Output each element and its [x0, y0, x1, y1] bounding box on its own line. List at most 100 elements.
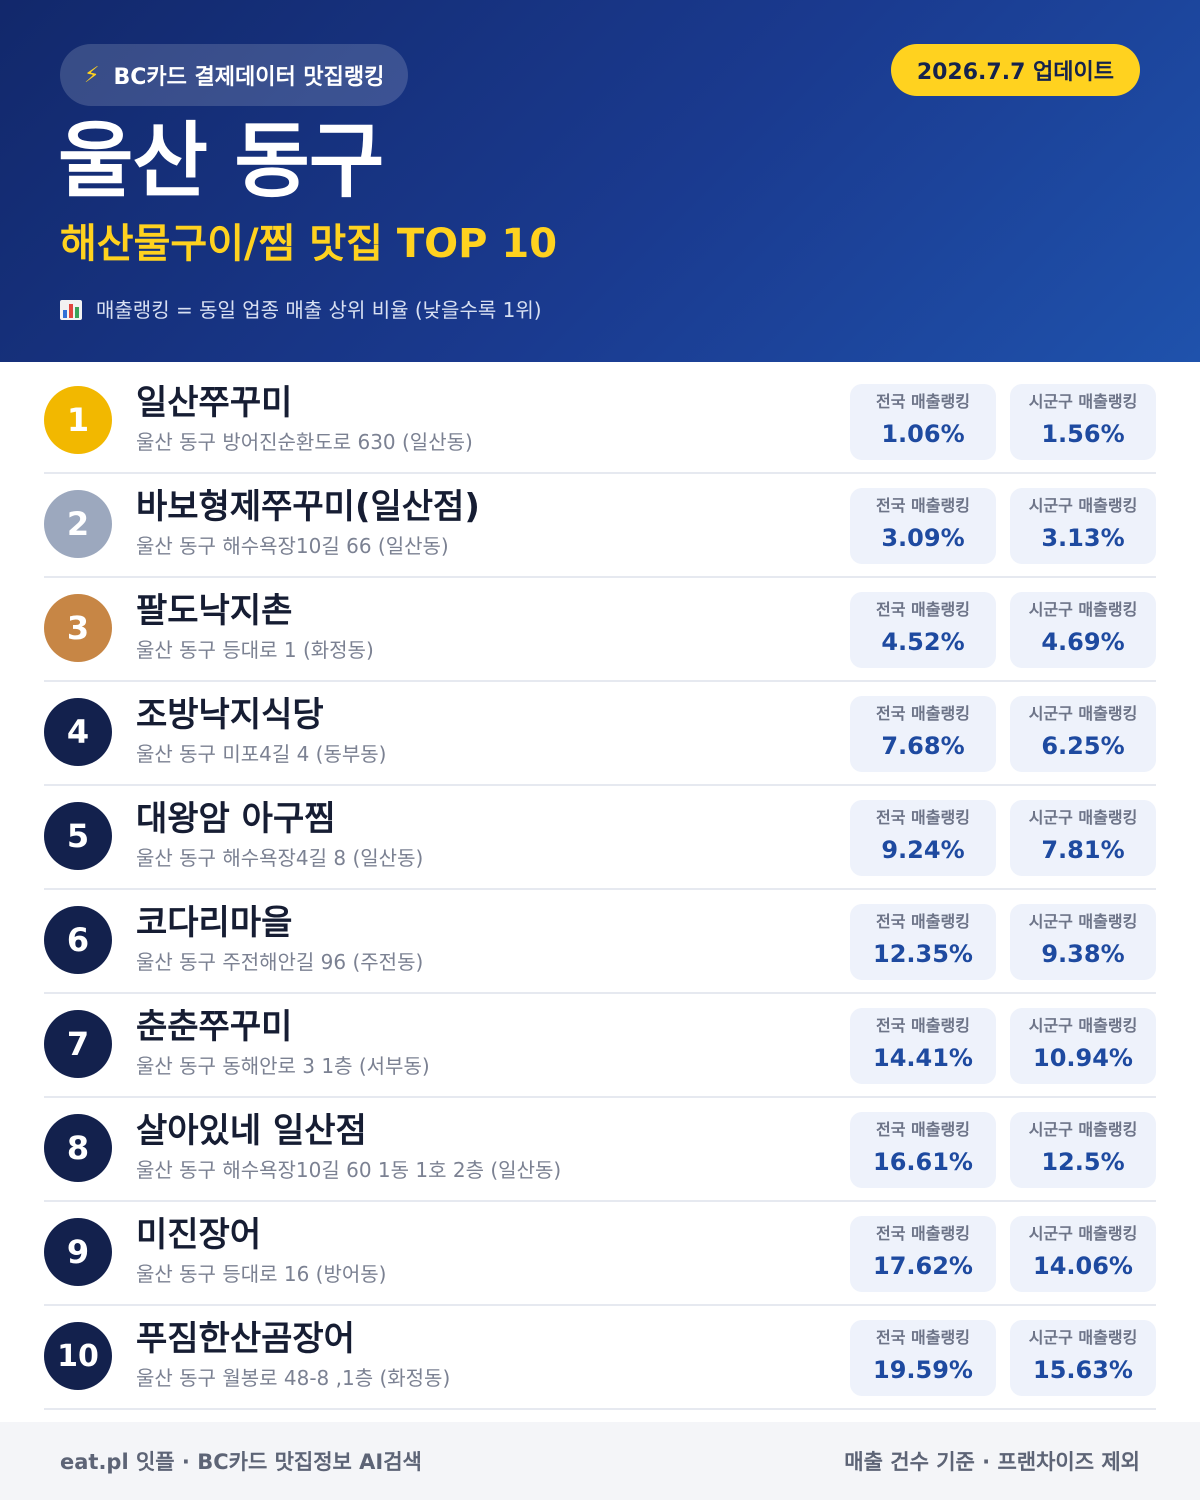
list-item[interactable]: 10 푸짐한산곰장어 울산 동구 월봉로 48-8 ,1층 (화정동) 전국 매… [44, 1306, 1156, 1410]
local-rank-label: 시군구 매출랭킹 [1028, 392, 1138, 411]
brand-badge: ⚡ BC카드 결제데이터 맛집랭킹 [60, 44, 409, 106]
national-rank-label: 전국 매출랭킹 [876, 704, 970, 723]
national-rank-value: 16.61% [873, 1148, 973, 1176]
list-item[interactable]: 6 코다리마을 울산 동구 주전해안길 96 (주전동) 전국 매출랭킹 12.… [44, 890, 1156, 994]
restaurant-name[interactable]: 코다리마을 [136, 903, 293, 943]
national-rank-value: 14.41% [873, 1044, 973, 1072]
rank-badge: 2 [44, 490, 112, 558]
list-item[interactable]: 1 일산쭈꾸미 울산 동구 방어진순환도로 630 (일산동) 전국 매출랭킹 … [44, 370, 1156, 474]
restaurant-name[interactable]: 대왕암 아구찜 [136, 799, 336, 839]
restaurant-address: 울산 동구 등대로 16 (방어동) [136, 1262, 387, 1286]
restaurant-name[interactable]: 미진장어 [136, 1215, 262, 1255]
list-item[interactable]: 5 대왕암 아구찜 울산 동구 해수욕장4길 8 (일산동) 전국 매출랭킹 9… [44, 786, 1156, 890]
national-rank-badge: 전국 매출랭킹 1.06% [850, 384, 996, 460]
local-rank-label: 시군구 매출랭킹 [1028, 1224, 1138, 1243]
local-rank-badge: 시군구 매출랭킹 7.81% [1010, 800, 1156, 876]
restaurant-name[interactable]: 살아있네 일산점 [136, 1111, 367, 1151]
national-rank-badge: 전국 매출랭킹 3.09% [850, 488, 996, 564]
national-rank-badge: 전국 매출랭킹 16.61% [850, 1112, 996, 1188]
local-rank-badge: 시군구 매출랭킹 9.38% [1010, 904, 1156, 980]
list-item[interactable]: 3 팔도낙지촌 울산 동구 등대로 1 (화정동) 전국 매출랭킹 4.52% … [44, 578, 1156, 682]
footer: eat.pl 잇플 · BC카드 맛집정보 AI검색 매출 건수 기준 · 프랜… [0, 1422, 1200, 1500]
bolt-icon: ⚡ [84, 62, 100, 88]
national-rank-label: 전국 매출랭킹 [876, 912, 970, 931]
local-rank-label: 시군구 매출랭킹 [1028, 1328, 1138, 1347]
restaurant-name[interactable]: 일산쭈꾸미 [136, 383, 293, 423]
list-item[interactable]: 8 살아있네 일산점 울산 동구 해수욕장10길 60 1동 1호 2층 (일산… [44, 1098, 1156, 1202]
national-rank-badge: 전국 매출랭킹 19.59% [850, 1320, 996, 1396]
national-rank-label: 전국 매출랭킹 [876, 600, 970, 619]
national-rank-badge: 전국 매출랭킹 12.35% [850, 904, 996, 980]
restaurant-address: 울산 동구 미포4길 4 (동부동) [136, 742, 387, 766]
local-rank-label: 시군구 매출랭킹 [1028, 912, 1138, 931]
ranking-note-text: 매출랭킹 = 동일 업종 매출 상위 비율 (낮을수록 1위) [96, 298, 542, 322]
rank-badge: 10 [44, 1322, 112, 1390]
local-rank-label: 시군구 매출랭킹 [1028, 1120, 1138, 1139]
rank-badge: 1 [44, 386, 112, 454]
local-rank-value: 3.13% [1041, 524, 1125, 552]
local-rank-value: 14.06% [1033, 1252, 1133, 1280]
update-badge: 2026.7.7 업데이트 [890, 44, 1140, 96]
local-rank-label: 시군구 매출랭킹 [1028, 600, 1138, 619]
national-rank-value: 3.09% [881, 524, 965, 552]
national-rank-badge: 전국 매출랭킹 14.41% [850, 1008, 996, 1084]
local-rank-badge: 시군구 매출랭킹 15.63% [1010, 1320, 1156, 1396]
rank-badge: 6 [44, 906, 112, 974]
restaurant-address: 울산 동구 해수욕장4길 8 (일산동) [136, 846, 424, 870]
local-rank-value: 12.5% [1041, 1148, 1125, 1176]
local-rank-badge: 시군구 매출랭킹 10.94% [1010, 1008, 1156, 1084]
ranking-note: 매출랭킹 = 동일 업종 매출 상위 비율 (낮을수록 1위) [60, 294, 542, 326]
national-rank-badge: 전국 매출랭킹 4.52% [850, 592, 996, 668]
list-item[interactable]: 9 미진장어 울산 동구 등대로 16 (방어동) 전국 매출랭킹 17.62%… [44, 1202, 1156, 1306]
national-rank-label: 전국 매출랭킹 [876, 808, 970, 827]
national-rank-label: 전국 매출랭킹 [876, 1120, 970, 1139]
national-rank-value: 17.62% [873, 1252, 973, 1280]
local-rank-label: 시군구 매출랭킹 [1028, 704, 1138, 723]
local-rank-value: 15.63% [1033, 1356, 1133, 1384]
category-title: 해산물구이/찜 맛집 TOP 10 [60, 221, 558, 267]
national-rank-label: 전국 매출랭킹 [876, 496, 970, 515]
local-rank-badge: 시군구 매출랭킹 14.06% [1010, 1216, 1156, 1292]
rank-badge: 3 [44, 594, 112, 662]
header-banner: ⚡ BC카드 결제데이터 맛집랭킹 2026.7.7 업데이트 울산 동구 해산… [0, 0, 1200, 362]
national-rank-value: 19.59% [873, 1356, 973, 1384]
page-title: 울산 동구 [58, 114, 384, 209]
national-rank-label: 전국 매출랭킹 [876, 1016, 970, 1035]
rank-badge: 8 [44, 1114, 112, 1182]
national-rank-value: 12.35% [873, 940, 973, 968]
brand-label: BC카드 결제데이터 맛집랭킹 [113, 65, 385, 90]
local-rank-badge: 시군구 매출랭킹 3.13% [1010, 488, 1156, 564]
rank-badge: 5 [44, 802, 112, 870]
list-item[interactable]: 7 춘춘쭈꾸미 울산 동구 동해안로 3 1층 (서부동) 전국 매출랭킹 14… [44, 994, 1156, 1098]
list-item[interactable]: 4 조방낙지식당 울산 동구 미포4길 4 (동부동) 전국 매출랭킹 7.68… [44, 682, 1156, 786]
national-rank-badge: 전국 매출랭킹 9.24% [850, 800, 996, 876]
restaurant-name[interactable]: 푸짐한산곰장어 [136, 1319, 355, 1359]
local-rank-label: 시군구 매출랭킹 [1028, 496, 1138, 515]
restaurant-address: 울산 동구 주전해안길 96 (주전동) [136, 950, 424, 974]
rank-badge: 9 [44, 1218, 112, 1286]
restaurant-name[interactable]: 팔도낙지촌 [136, 591, 293, 631]
rank-badge: 4 [44, 698, 112, 766]
local-rank-value: 9.38% [1041, 940, 1125, 968]
local-rank-badge: 시군구 매출랭킹 6.25% [1010, 696, 1156, 772]
local-rank-value: 10.94% [1033, 1044, 1133, 1072]
restaurant-address: 울산 동구 동해안로 3 1층 (서부동) [136, 1054, 430, 1078]
national-rank-label: 전국 매출랭킹 [876, 392, 970, 411]
local-rank-value: 6.25% [1041, 732, 1125, 760]
local-rank-value: 4.69% [1041, 628, 1125, 656]
restaurant-address: 울산 동구 해수욕장10길 60 1동 1호 2층 (일산동) [136, 1158, 562, 1182]
list-item[interactable]: 2 바보형제쭈꾸미(일산점) 울산 동구 해수욕장10길 66 (일산동) 전국… [44, 474, 1156, 578]
local-rank-value: 1.56% [1041, 420, 1125, 448]
restaurant-name[interactable]: 조방낙지식당 [136, 695, 324, 735]
footer-source[interactable]: eat.pl 잇플 · BC카드 맛집정보 AI검색 [60, 1450, 422, 1474]
national-rank-value: 9.24% [881, 836, 965, 864]
local-rank-badge: 시군구 매출랭킹 1.56% [1010, 384, 1156, 460]
national-rank-value: 7.68% [881, 732, 965, 760]
national-rank-label: 전국 매출랭킹 [876, 1224, 970, 1243]
restaurant-address: 울산 동구 방어진순환도로 630 (일산동) [136, 430, 473, 454]
national-rank-value: 4.52% [881, 628, 965, 656]
national-rank-label: 전국 매출랭킹 [876, 1328, 970, 1347]
restaurant-name[interactable]: 바보형제쭈꾸미(일산점) [136, 487, 480, 527]
restaurant-list: 1 일산쭈꾸미 울산 동구 방어진순환도로 630 (일산동) 전국 매출랭킹 … [44, 370, 1156, 1410]
restaurant-name[interactable]: 춘춘쭈꾸미 [136, 1007, 293, 1047]
